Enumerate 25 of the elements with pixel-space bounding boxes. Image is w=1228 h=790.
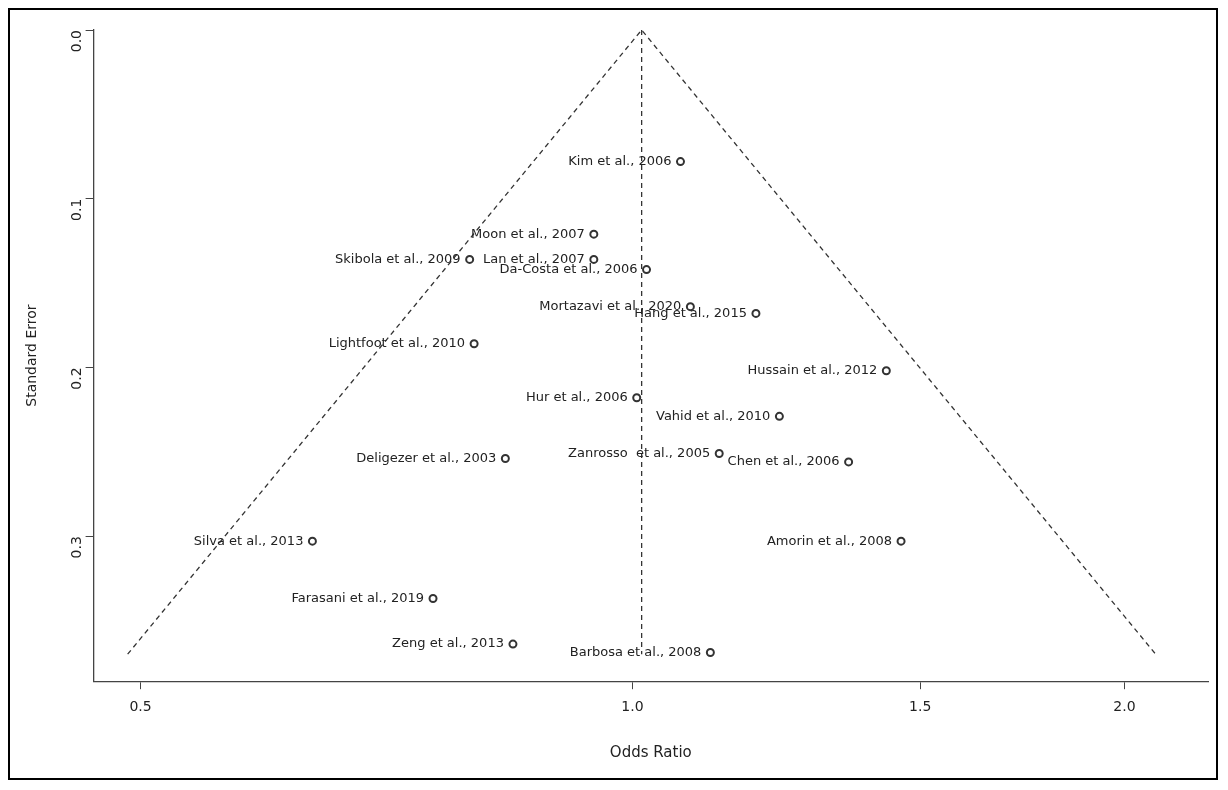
annotation: Chen et al., 2006: [727, 453, 840, 469]
annotation: Skibola et al., 2009: [335, 250, 461, 266]
annotation: Hur et al., 2006: [525, 389, 628, 405]
annotation: Lightfoot et al., 2010: [328, 335, 466, 351]
annotation: Zanrosso et al., 2005: [568, 444, 711, 460]
x-tick-label: 1.0: [621, 698, 644, 715]
y-tick-label: 0.3: [68, 536, 85, 559]
annotation: Deligezer et al., 2003: [356, 449, 497, 465]
annotation: Zeng et al., 2013: [392, 635, 504, 651]
x-tick-label: 1.5: [909, 698, 932, 715]
y-tick-label: 0.0: [68, 30, 85, 53]
y-axis-title: Standard Error: [23, 304, 40, 407]
y-tick-label: 0.2: [68, 367, 85, 390]
annotation: Silva et al., 2013: [193, 532, 304, 548]
annotation: Vahid et al., 2010: [656, 407, 771, 423]
y-tick-label: 0.1: [68, 198, 85, 221]
x-axis-title: Odds Ratio: [609, 742, 692, 761]
annotation: Kim et al., 2006: [568, 152, 672, 168]
annotation: Hussain et al., 2012: [747, 362, 878, 378]
x-tick-label: 0.5: [129, 698, 152, 715]
annotation: Moon et al., 2007: [471, 225, 585, 241]
annotation: Barbosa et al., 2008: [569, 643, 702, 659]
x-tick-label: 2.0: [1113, 698, 1136, 715]
annotation: Farasani et al., 2019: [291, 589, 425, 605]
annotation: Amorin et al., 2008: [766, 532, 893, 548]
